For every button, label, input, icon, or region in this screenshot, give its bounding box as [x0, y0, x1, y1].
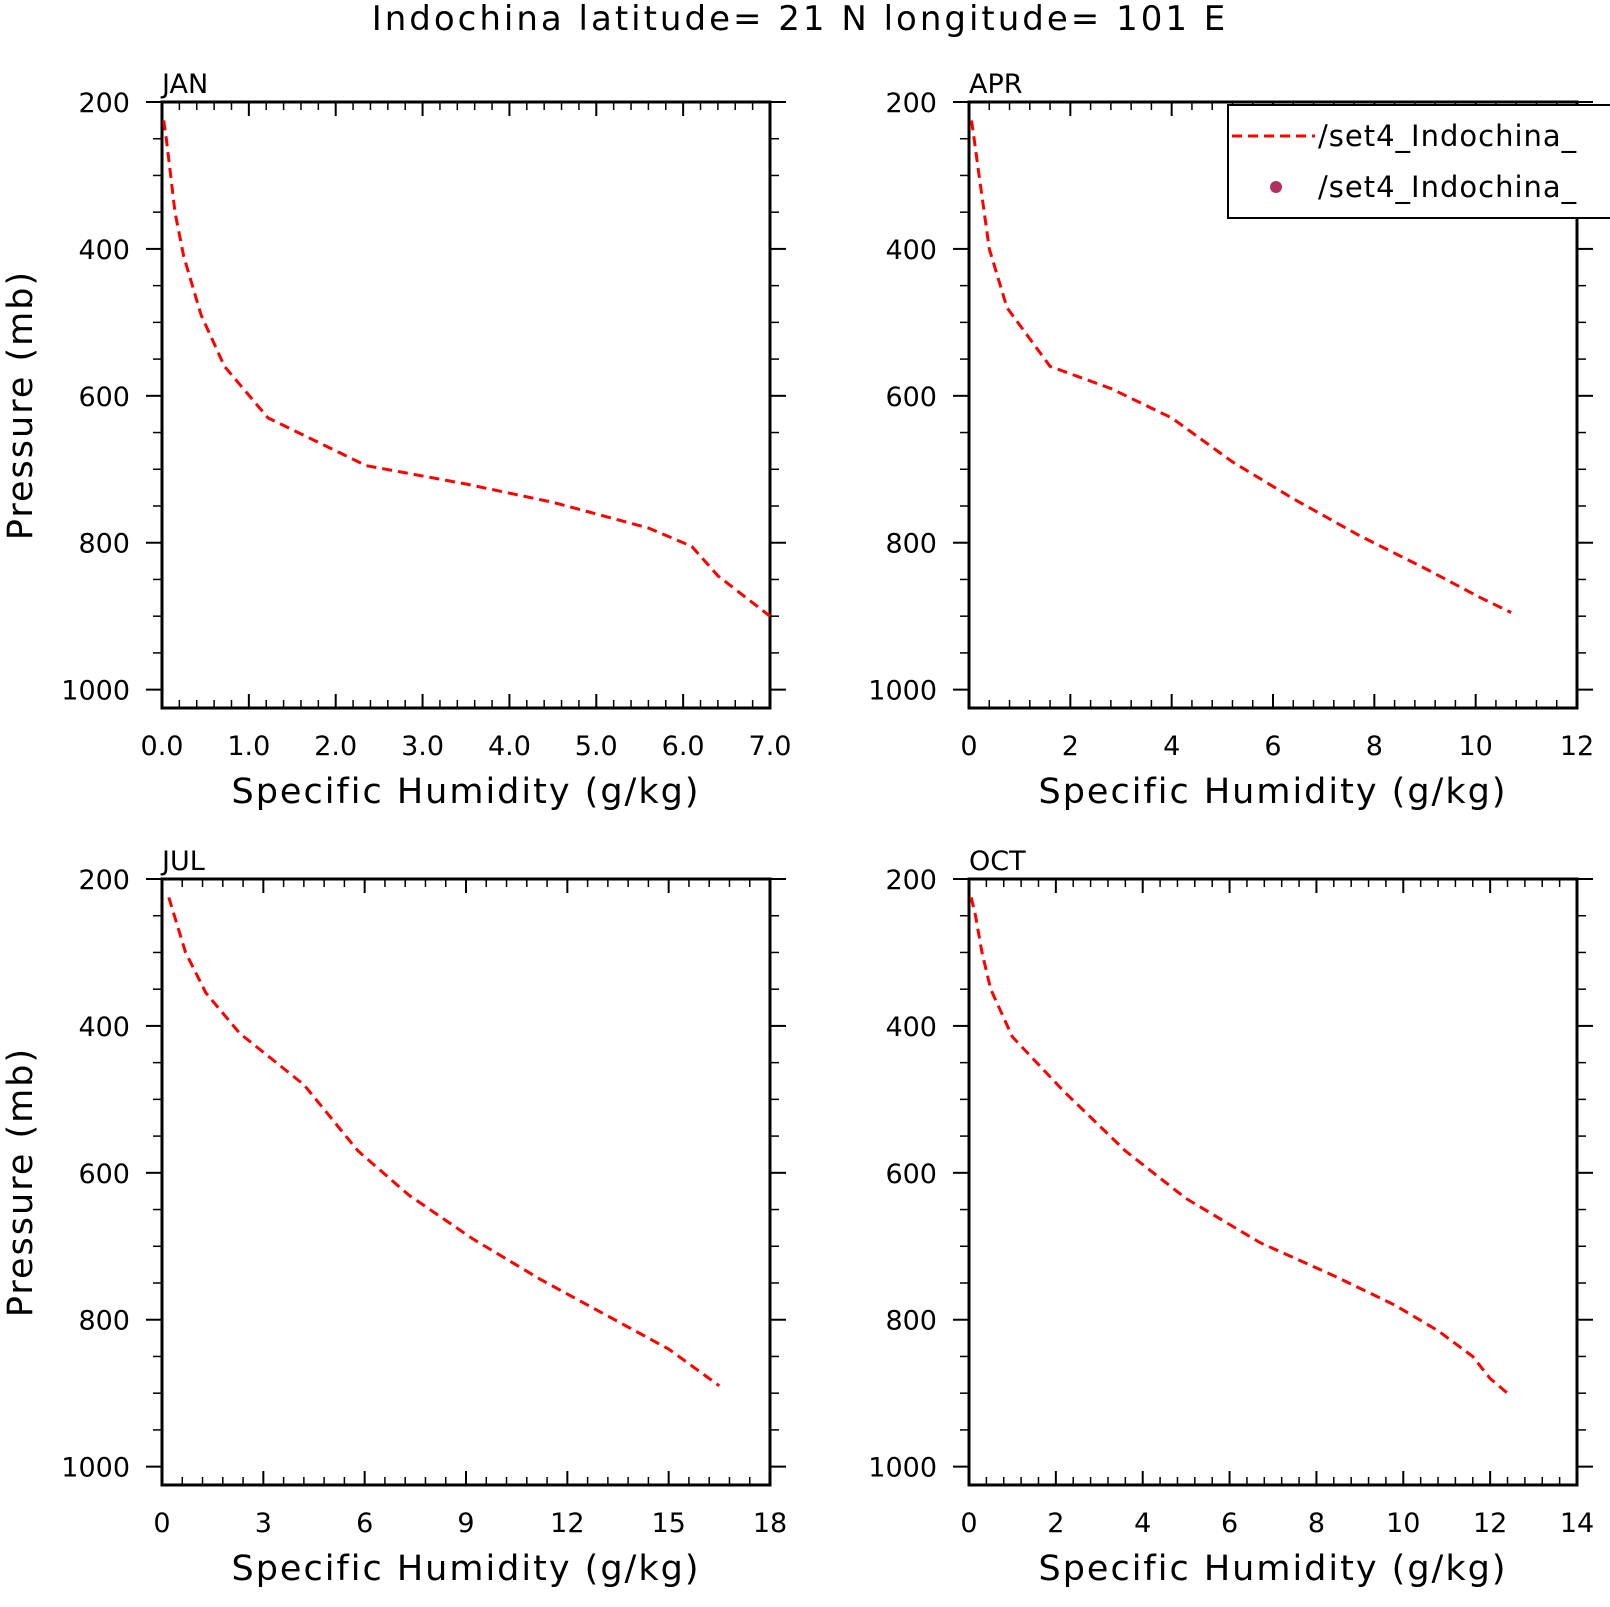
x-tick-label: 6 [356, 1508, 373, 1539]
y-tick-label: 600 [78, 382, 130, 413]
legend: /set4_Indochina_ /set4_Indochina_ [1227, 104, 1610, 219]
legend-entry-1-label: /set4_Indochina_ [1318, 119, 1577, 153]
x-tick-label: 4 [1134, 1508, 1151, 1539]
x-tick-label: 6 [1264, 731, 1281, 762]
x-tick-label: 3 [255, 1508, 272, 1539]
y-tick-label: 600 [885, 1159, 937, 1190]
legend-entry-2-label: /set4_Indochina_ [1318, 170, 1577, 204]
panel-oct: OCT 0 2 4 6 8 10 12 14 200 400 600 800 1000 Specific H… [868, 846, 1594, 1589]
x-tick-label: 2 [1047, 1508, 1064, 1539]
y-tick-label: 200 [78, 865, 130, 896]
y-tick-label: 800 [885, 1306, 937, 1337]
y-tick-label: 1000 [868, 676, 937, 707]
x-axis-label: Specific Humidity (g/kg) [232, 1549, 701, 1589]
x-tick-label: 8 [1308, 1508, 1325, 1539]
x-tick-label: 14 [1560, 1508, 1594, 1539]
y-tick-label: 400 [78, 235, 130, 266]
x-tick-label: 1.0 [227, 731, 270, 762]
panel-title: JAN [160, 69, 208, 100]
x-tick-label: 18 [753, 1508, 787, 1539]
x-tick-label: 0 [153, 1508, 170, 1539]
x-tick-label: 12 [1473, 1508, 1507, 1539]
y-tick-label: 400 [885, 235, 937, 266]
x-tick-label: 0 [960, 1508, 977, 1539]
y-tick-label: 600 [885, 382, 937, 413]
x-axis-label: Specific Humidity (g/kg) [1039, 772, 1508, 812]
x-axis-label: Specific Humidity (g/kg) [1039, 1549, 1508, 1589]
x-tick-label: 0 [960, 731, 977, 762]
legend-swatch-dot [1270, 181, 1282, 193]
y-tick-label: 200 [885, 865, 937, 896]
y-tick-label: 200 [78, 88, 130, 119]
y-tick-label: 800 [78, 529, 130, 560]
x-tick-label: 15 [651, 1508, 685, 1539]
plot-frame [967, 877, 1579, 1487]
x-axis-label: Specific Humidity (g/kg) [232, 772, 701, 812]
panel-jan: JAN 0.0 1.0 2.0 3.0 4.0 5.0 6.0 7.0 200 400 600 800 1… [1, 69, 791, 812]
x-tick-label: 0.0 [141, 731, 184, 762]
y-tick-label: 1000 [61, 1453, 130, 1484]
x-tick-label: 9 [457, 1508, 474, 1539]
panel-apr: APR 0 2 4 6 8 10 12 200 400 600 800 1000 Specific Hum… [868, 69, 1594, 812]
y-tick-label: 1000 [61, 676, 130, 707]
y-axis-label: Pressure (mb) [1, 270, 41, 540]
panel-title: JUL [160, 846, 205, 877]
y-tick-label: 800 [885, 529, 937, 560]
x-tick-label: 2.0 [314, 731, 357, 762]
y-tick-label: 400 [885, 1012, 937, 1043]
x-tick-label: 4.0 [488, 731, 531, 762]
x-tick-label: 3.0 [401, 731, 444, 762]
x-tick-label: 10 [1458, 731, 1492, 762]
y-tick-label: 400 [78, 1012, 130, 1043]
x-tick-label: 10 [1386, 1508, 1420, 1539]
x-tick-label: 12 [1560, 731, 1594, 762]
y-tick-label: 600 [78, 1159, 130, 1190]
series-line [162, 120, 771, 618]
x-tick-label: 2 [1062, 731, 1079, 762]
legend-box [1227, 104, 1610, 219]
panel-title: APR [969, 69, 1023, 100]
y-tick-label: 1000 [868, 1453, 937, 1484]
figure-title: Indochina latitude= 21 N longitude= 101 … [372, 0, 1229, 39]
panel-title: OCT [969, 846, 1026, 877]
x-tick-label: 6.0 [662, 731, 705, 762]
x-tick-label: 8 [1366, 731, 1383, 762]
series-line [970, 120, 1512, 614]
x-tick-label: 7.0 [749, 731, 792, 762]
y-tick-label: 200 [885, 88, 937, 119]
series-line [167, 896, 721, 1388]
y-tick-label: 800 [78, 1306, 130, 1337]
x-tick-label: 12 [550, 1508, 584, 1539]
plot-frame [160, 100, 772, 710]
x-tick-label: 6 [1221, 1508, 1238, 1539]
series-line [969, 897, 1509, 1395]
x-tick-label: 5.0 [575, 731, 618, 762]
panel-jul: JUL 0 3 6 9 12 15 18 200 400 600 800 1000 Specific Hu… [1, 846, 787, 1589]
x-tick-label: 4 [1163, 731, 1180, 762]
y-axis-label: Pressure (mb) [1, 1047, 41, 1317]
